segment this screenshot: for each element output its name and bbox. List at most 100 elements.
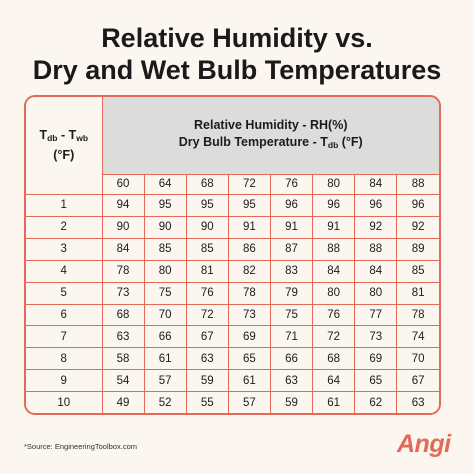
temp-difference-cell: 1 (26, 193, 103, 217)
temp-difference-cell: 5 (26, 281, 103, 305)
table-row: 5 73 75 76 78 79 80 80 81 (26, 281, 439, 305)
humidity-value-cell: 95 (185, 193, 229, 217)
humidity-value-cell: 69 (354, 347, 398, 371)
humidity-value-cell: 78 (101, 259, 145, 283)
title-line-2: Dry and Wet Bulb Temperatures (32, 55, 442, 85)
humidity-value-cell: 95 (143, 193, 187, 217)
humidity-value-cell: 54 (101, 369, 145, 393)
humidity-value-cell: 81 (185, 259, 229, 283)
page-title: Relative Humidity vs. Dry and Wet Bulb T… (0, 22, 474, 86)
table-row: 4 78 80 81 82 83 84 84 85 (26, 259, 439, 283)
humidity-value-cell: 83 (269, 259, 314, 283)
humidity-value-cell: 89 (396, 237, 439, 261)
humidity-value-cell: 75 (269, 303, 314, 327)
humidity-value-cell: 75 (143, 281, 187, 305)
humidity-value-cell: 88 (354, 237, 398, 261)
humidity-value-cell: 84 (354, 259, 398, 283)
humidity-value-cell: 91 (227, 215, 272, 239)
humidity-value-cell: 70 (143, 303, 187, 327)
humidity-value-cell: 63 (101, 325, 145, 349)
humidity-value-cell: 84 (312, 259, 356, 283)
humidity-value-cell: 62 (354, 391, 398, 413)
dry-bulb-temp-cell: 68 (185, 173, 229, 195)
humidity-value-cell: 86 (227, 237, 272, 261)
dry-bulb-header-line: Dry Bulb Temperature - Tdb (°F) (178, 134, 363, 150)
temp-difference-cell: 6 (26, 303, 103, 327)
table-row: 8 58 61 63 65 66 68 69 70 (26, 347, 439, 371)
humidity-value-cell: 76 (185, 281, 229, 305)
humidity-table-container: Tdb - Twb (°F) Relative Humidity - RH(%)… (24, 95, 441, 415)
humidity-value-cell: 66 (143, 325, 187, 349)
brand-logo: Angi (397, 430, 451, 458)
corner-twb: - T (57, 127, 77, 142)
dry-bulb-temp-cell: 80 (312, 173, 356, 195)
humidity-value-cell: 66 (269, 347, 314, 371)
humidity-table: Tdb - Twb (°F) Relative Humidity - RH(%)… (26, 97, 439, 413)
table-row: 2 90 90 90 91 91 91 92 92 (26, 215, 439, 239)
humidity-value-cell: 79 (269, 281, 314, 305)
humidity-value-cell: 71 (269, 325, 314, 349)
humidity-value-cell: 96 (269, 193, 314, 217)
humidity-value-cell: 80 (143, 259, 187, 283)
humidity-value-cell: 67 (185, 325, 229, 349)
dry-bulb-temp-cell: 84 (354, 173, 398, 195)
humidity-value-cell: 61 (143, 347, 187, 371)
humidity-value-cell: 85 (143, 237, 187, 261)
humidity-value-cell: 91 (269, 215, 314, 239)
humidity-value-cell: 88 (312, 237, 356, 261)
humidity-value-cell: 64 (312, 369, 356, 393)
humidity-value-cell: 65 (354, 369, 398, 393)
humidity-value-cell: 63 (269, 369, 314, 393)
humidity-value-cell: 81 (396, 281, 439, 305)
humidity-value-cell: 90 (101, 215, 145, 239)
table-row: 9 54 57 59 61 63 64 65 67 (26, 369, 439, 393)
humidity-value-cell: 67 (396, 369, 439, 393)
humidity-value-cell: 57 (143, 369, 187, 393)
humidity-value-cell: 63 (185, 347, 229, 371)
humidity-value-cell: 70 (396, 347, 439, 371)
rh-header-line: Relative Humidity - RH(%) (194, 117, 348, 132)
humidity-value-cell: 91 (312, 215, 356, 239)
humidity-value-cell: 92 (396, 215, 439, 239)
temp-difference-cell: 8 (26, 347, 103, 371)
table-row: 1 94 95 95 95 96 96 96 96 (26, 193, 439, 217)
source-note: *Source: EngineeringToolbox.com (24, 442, 137, 451)
dry-bulb-temp-cell: 64 (143, 173, 187, 195)
humidity-value-cell: 76 (312, 303, 356, 327)
table-row: 3 84 85 85 86 87 88 88 89 (26, 237, 439, 261)
humidity-value-cell: 69 (227, 325, 272, 349)
humidity-value-cell: 73 (354, 325, 398, 349)
humidity-value-cell: 74 (396, 325, 439, 349)
column-axis-header: Relative Humidity - RH(%) Dry Bulb Tempe… (101, 97, 439, 175)
humidity-value-cell: 61 (312, 391, 356, 413)
table-row: 6 68 70 72 73 75 76 77 78 (26, 303, 439, 327)
humidity-value-cell: 85 (396, 259, 439, 283)
header-row: Tdb - Twb (°F) Relative Humidity - RH(%)… (26, 97, 439, 195)
humidity-value-cell: 87 (269, 237, 314, 261)
humidity-value-cell: 59 (269, 391, 314, 413)
humidity-value-cell: 49 (101, 391, 145, 413)
humidity-value-cell: 94 (101, 193, 145, 217)
dry-bulb-temp-cell: 88 (396, 173, 439, 195)
humidity-value-cell: 72 (312, 325, 356, 349)
humidity-value-cell: 68 (312, 347, 356, 371)
humidity-value-cell: 72 (185, 303, 229, 327)
corner-unit: (°F) (53, 147, 75, 162)
dry-bulb-temp-cell: 76 (269, 173, 314, 195)
humidity-value-cell: 92 (354, 215, 398, 239)
corner-wb-sub: wb (76, 132, 89, 143)
humidity-value-cell: 85 (185, 237, 229, 261)
temp-difference-cell: 4 (26, 259, 103, 283)
humidity-value-cell: 73 (227, 303, 272, 327)
humidity-value-cell: 78 (227, 281, 272, 305)
humidity-value-cell: 90 (143, 215, 187, 239)
temp-difference-cell: 3 (26, 237, 103, 261)
humidity-value-cell: 58 (101, 347, 145, 371)
humidity-value-cell: 68 (101, 303, 145, 327)
temp-difference-cell: 9 (26, 369, 103, 393)
humidity-value-cell: 95 (227, 193, 272, 217)
humidity-value-cell: 90 (185, 215, 229, 239)
dry-bulb-temp-cell: 60 (102, 173, 145, 195)
title-line-1: Relative Humidity vs. (101, 23, 373, 53)
temp-difference-cell: 10 (26, 391, 103, 413)
